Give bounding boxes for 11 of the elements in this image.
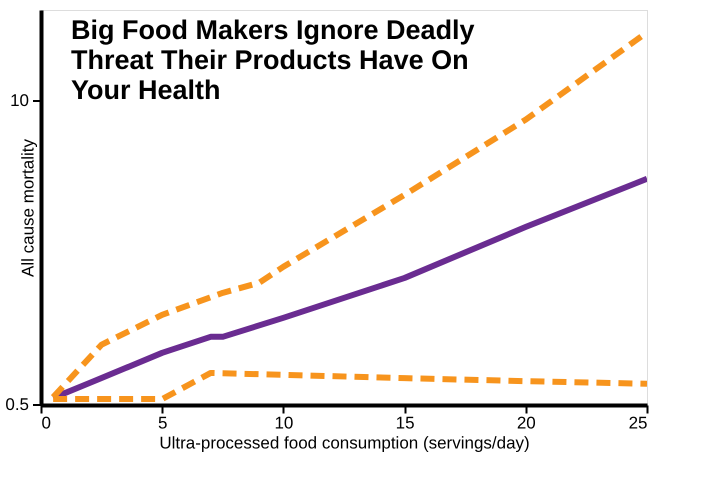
- y-axis-title: All cause mortality: [18, 138, 38, 277]
- x-axis-title: Ultra-processed food consumption (servings/day): [159, 434, 530, 452]
- text: Big Food Makers Ignore Deadly Threat Their Products Have On Your Health: [71, 15, 475, 105]
- x-tick-label: 25: [628, 414, 648, 432]
- text: 0.5: [5, 395, 29, 414]
- text: 10: [10, 91, 29, 110]
- x-tick-label: 20: [516, 414, 536, 432]
- x-tick-label: 5: [158, 414, 168, 432]
- x-tick-label: 10: [274, 414, 294, 432]
- x-tick-label: 15: [396, 414, 415, 432]
- x-tick-label: 0: [42, 414, 51, 432]
